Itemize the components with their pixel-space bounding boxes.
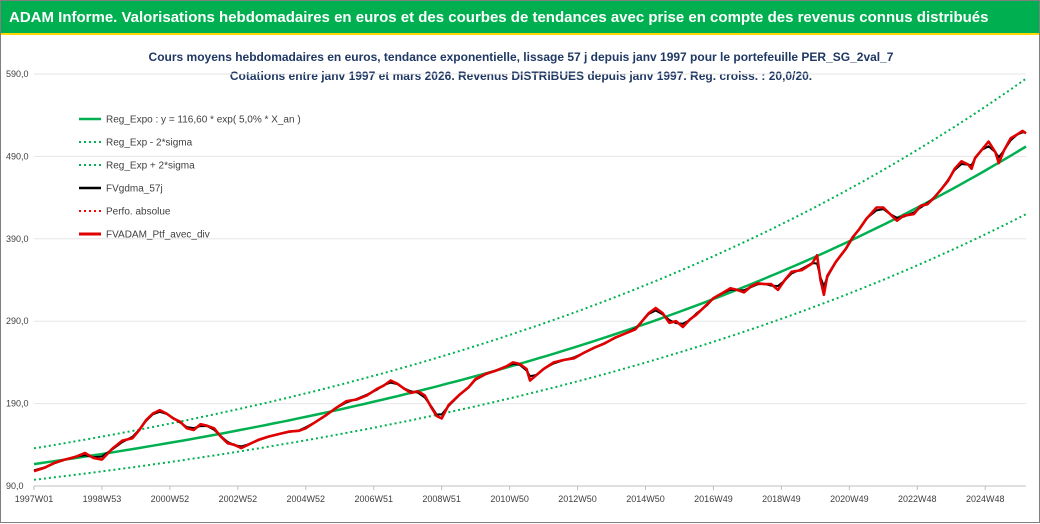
x-tick-label: 2014W50: [626, 494, 665, 504]
x-tick-label: 2018W49: [762, 494, 801, 504]
x-tick-label: 1998W53: [83, 494, 122, 504]
chart-subtitle: Cotations entre janv 1997 et mars 2026. …: [229, 69, 813, 83]
y-tick-label: 290,0: [6, 316, 29, 326]
x-tick-label: 2020W49: [830, 494, 869, 504]
y-tick-label: 590,0: [6, 69, 29, 79]
x-tick-label: 2012W50: [558, 494, 597, 504]
x-tick-label: 2004W52: [287, 494, 326, 504]
legend-label: Perfo. absolue: [106, 207, 171, 218]
page-banner: ADAM Informe. Valorisations hebdomadaire…: [1, 1, 1039, 35]
x-tick-label: 2010W50: [490, 494, 529, 504]
upper-band-line: [33, 77, 1027, 450]
y-tick-label: 190,0: [6, 399, 29, 409]
x-tick-label: 2000W52: [151, 494, 190, 504]
x-tick-label: 2022W48: [898, 494, 937, 504]
y-tick-label: 90,0: [6, 481, 24, 491]
lower-band-line: [33, 213, 1027, 481]
y-tick-label: 490,0: [6, 151, 29, 161]
x-tick-label: 2024W48: [966, 494, 1005, 504]
x-tick-label: 2008W51: [422, 494, 461, 504]
x-tick-label: 1997W01: [15, 494, 54, 504]
legend-label: FVgdma_57j: [106, 184, 163, 195]
chart-title: Cours moyens hebdomadaires en euros, ten…: [148, 50, 894, 64]
smoothed-line: [33, 131, 1027, 472]
legend-label: Reg_Expo : y = 116,60 * exp( 5,0% * X_an…: [106, 115, 301, 126]
x-tick-label: 2016W49: [694, 494, 733, 504]
portfolio-line: [33, 129, 1027, 473]
x-tick-label: 2006W51: [354, 494, 393, 504]
y-tick-label: 390,0: [6, 234, 29, 244]
legend-label: Reg_Exp + 2*sigma: [106, 161, 195, 172]
legend-label: FVADAM_Ptf_avec_div: [106, 230, 210, 241]
x-tick-label: 2002W52: [219, 494, 258, 504]
regression-line: [33, 145, 1027, 466]
legend-label: Reg_Exp - 2*sigma: [106, 138, 193, 149]
